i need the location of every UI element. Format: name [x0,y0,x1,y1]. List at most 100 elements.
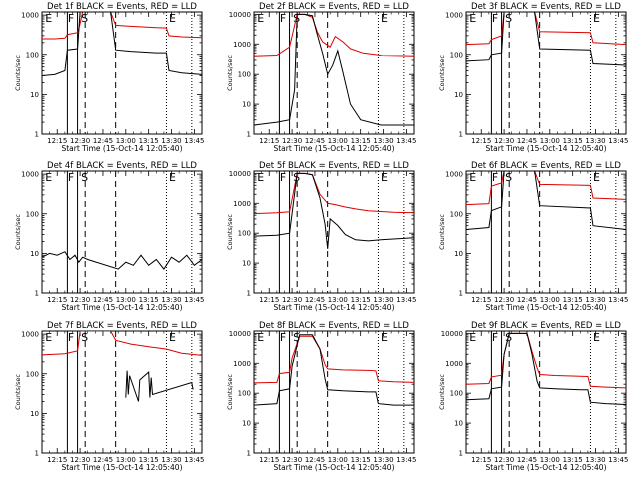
plot-frame [41,330,203,454]
y-axis-label: Counts/sec [14,55,22,91]
red-series-line [254,172,414,215]
x-tick-label: 12:45 [93,296,113,304]
y-tick-label: 100 [450,210,463,218]
event-marker: S [81,12,88,25]
y-tick-label: 1 [35,450,39,458]
event-marker: S [505,12,512,25]
red-series-line [254,13,414,57]
x-tick-label: 12:30 [282,296,302,304]
x-tick-label: 12:15 [471,456,491,464]
panel-title: Det 6f BLACK = Events, RED = LLD [471,161,621,171]
x-tick-label: 13:45 [608,296,628,304]
x-axis-label: Start Time (15-Oct-14 12:05:40) [61,144,182,153]
black-series-line [254,172,414,249]
y-tick-label: 10000 [229,170,251,178]
x-axis-label: Start Time (15-Oct-14 12:05:40) [273,303,394,312]
y-tick-label: 100 [26,370,39,378]
event-marker: E [469,171,476,184]
y-tick-label: 1000 [21,12,39,20]
event-marker: E [593,171,600,184]
black-series-line [42,12,202,76]
x-tick-label: 12:15 [47,296,67,304]
event-marker: E [45,171,52,184]
plot-frame [253,11,415,135]
x-tick-label: 13:00 [116,456,136,464]
event-marker: S [505,171,512,184]
event-marker: E [257,331,264,344]
y-tick-label: 10 [454,420,463,428]
y-tick-label: 1 [35,290,39,298]
x-tick-label: 13:00 [116,137,136,145]
event-marker: S [81,331,88,344]
event-marker: F [492,331,498,344]
event-marker: E [169,331,176,344]
x-tick-label: 13:30 [373,456,393,464]
x-tick-label: 13:45 [184,296,204,304]
x-tick-label: 13:45 [396,296,416,304]
y-tick-label: 1 [459,290,463,298]
panel-title: Det 5f BLACK = Events, RED = LLD [259,161,409,171]
y-tick-label: 1000 [445,12,463,20]
y-tick-label: 1 [459,131,463,139]
x-tick-label: 12:15 [259,456,279,464]
chart-panel-3: Det 3f BLACK = Events, RED = LLD 1 10 100 10… [438,2,628,153]
plot-frame [253,330,415,454]
y-tick-label: 10 [454,250,463,258]
plot-frame [41,11,203,135]
chart-panel-2: Det 2f BLACK = Events, RED = LLD 1 10 100 10… [226,2,416,153]
y-tick-label: 100 [26,51,39,59]
y-tick-label: 100 [450,51,463,59]
x-tick-label: 13:00 [540,296,560,304]
x-tick-label: 12:45 [305,456,325,464]
event-marker: F [280,171,286,184]
y-tick-label: 10 [454,91,463,99]
x-tick-label: 12:30 [70,456,90,464]
plot-frame [465,11,627,135]
x-tick-label: 12:15 [47,456,67,464]
y-axis-label: Counts/sec [226,374,234,410]
y-tick-label: 100 [238,230,251,238]
event-marker: E [45,12,52,25]
y-tick-label: 10 [242,101,251,109]
y-tick-label: 1000 [445,171,463,179]
x-axis-label: Start Time (15-Oct-14 12:05:40) [273,144,394,153]
event-marker: E [45,331,52,344]
chart-panel-9: Det 9f BLACK = Events, RED = LLD 1 10 100 10… [438,321,628,472]
x-tick-label: 12:30 [70,137,90,145]
y-axis-label: Counts/sec [226,214,234,250]
x-tick-label: 12:15 [47,137,67,145]
chart-panel-6: Det 6f BLACK = Events, RED = LLD 1 10 100 10… [438,161,628,312]
y-axis-label: Counts/sec [438,374,446,410]
x-tick-label: 13:00 [328,296,348,304]
plot-frame [465,170,627,294]
x-tick-label: 13:00 [116,296,136,304]
y-tick-label: 1 [247,131,251,139]
x-tick-label: 13:00 [328,137,348,145]
x-tick-label: 13:00 [540,137,560,145]
event-marker: E [257,12,264,25]
x-axis-label: Start Time (15-Oct-14 12:05:40) [485,463,606,472]
y-tick-label: 1000 [21,331,39,339]
x-tick-label: 12:45 [93,137,113,145]
red-series-line [466,12,626,46]
x-tick-label: 13:45 [396,456,416,464]
event-marker: E [169,171,176,184]
y-tick-label: 1000 [233,41,251,49]
y-tick-label: 1 [459,450,463,458]
y-tick-label: 1000 [445,360,463,368]
x-tick-label: 13:45 [608,137,628,145]
x-tick-label: 13:30 [585,137,605,145]
x-tick-label: 12:45 [305,137,325,145]
y-tick-label: 10 [30,250,39,258]
x-tick-label: 13:30 [585,456,605,464]
x-tick-label: 12:15 [259,296,279,304]
y-tick-label: 100 [450,390,463,398]
black-series-line [466,171,626,230]
y-axis-label: Counts/sec [14,374,22,410]
event-marker: S [293,331,300,344]
x-tick-label: 13:30 [161,137,181,145]
y-tick-label: 10 [242,260,251,268]
x-tick-label: 12:45 [517,296,537,304]
